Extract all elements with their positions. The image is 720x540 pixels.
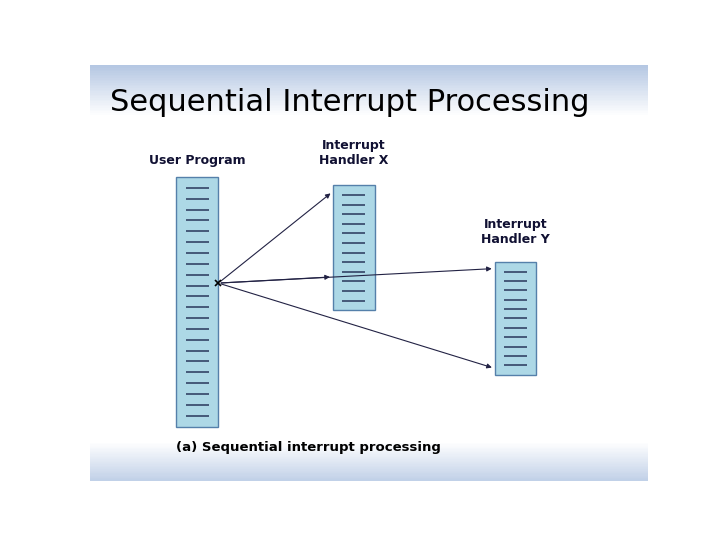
Bar <box>90 451 648 452</box>
Bar <box>90 457 648 458</box>
Bar <box>90 110 648 111</box>
Bar <box>90 469 648 471</box>
Bar <box>90 467 648 468</box>
Bar <box>495 262 536 375</box>
Bar <box>90 111 648 113</box>
Bar <box>333 185 374 310</box>
Bar <box>90 468 648 469</box>
Bar <box>90 452 648 453</box>
Bar <box>90 449 648 451</box>
Text: Interrupt
Handler X: Interrupt Handler X <box>319 139 389 167</box>
Bar <box>90 474 648 476</box>
Bar <box>90 458 648 460</box>
Text: Interrupt
Handler Y: Interrupt Handler Y <box>482 218 550 246</box>
Bar <box>90 480 648 481</box>
Bar <box>90 100 648 102</box>
Bar <box>90 460 648 461</box>
Bar <box>90 461 648 462</box>
Bar <box>90 65 648 66</box>
Bar <box>90 91 648 93</box>
Bar <box>90 444 648 445</box>
Bar <box>90 448 648 449</box>
Bar <box>90 471 648 472</box>
Bar <box>90 477 648 478</box>
Bar <box>90 90 648 91</box>
Bar <box>90 473 648 474</box>
Bar <box>90 88 648 90</box>
Bar <box>176 177 218 427</box>
Bar <box>90 108 648 110</box>
Bar <box>90 476 648 477</box>
Bar <box>90 446 648 447</box>
Bar <box>90 465 648 467</box>
Bar <box>90 456 648 457</box>
Bar <box>90 66 648 68</box>
Bar <box>90 464 648 465</box>
Bar <box>90 98 648 100</box>
Bar <box>90 97 648 98</box>
Bar <box>90 77 648 78</box>
Bar <box>90 83 648 85</box>
Bar <box>90 82 648 83</box>
Bar <box>90 447 648 448</box>
Bar <box>90 71 648 73</box>
Bar <box>90 113 648 114</box>
Bar <box>90 454 648 456</box>
Bar <box>90 94 648 97</box>
Bar <box>90 462 648 463</box>
Text: Sequential Interrupt Processing: Sequential Interrupt Processing <box>109 87 589 117</box>
Text: (a) Sequential interrupt processing: (a) Sequential interrupt processing <box>176 441 441 454</box>
Bar <box>90 105 648 106</box>
Bar <box>90 443 648 444</box>
Bar <box>90 85 648 86</box>
Bar <box>90 106 648 108</box>
Bar <box>90 80 648 82</box>
Bar <box>90 68 648 70</box>
Bar <box>90 75 648 77</box>
Bar <box>90 73 648 75</box>
Bar <box>90 86 648 88</box>
Bar <box>90 463 648 464</box>
Bar <box>90 93 648 94</box>
Bar <box>90 103 648 105</box>
Bar <box>90 78 648 80</box>
Bar <box>90 70 648 71</box>
Text: User Program: User Program <box>149 154 246 167</box>
Bar <box>90 453 648 454</box>
Bar <box>90 102 648 103</box>
Bar <box>90 472 648 473</box>
Bar <box>90 478 648 480</box>
